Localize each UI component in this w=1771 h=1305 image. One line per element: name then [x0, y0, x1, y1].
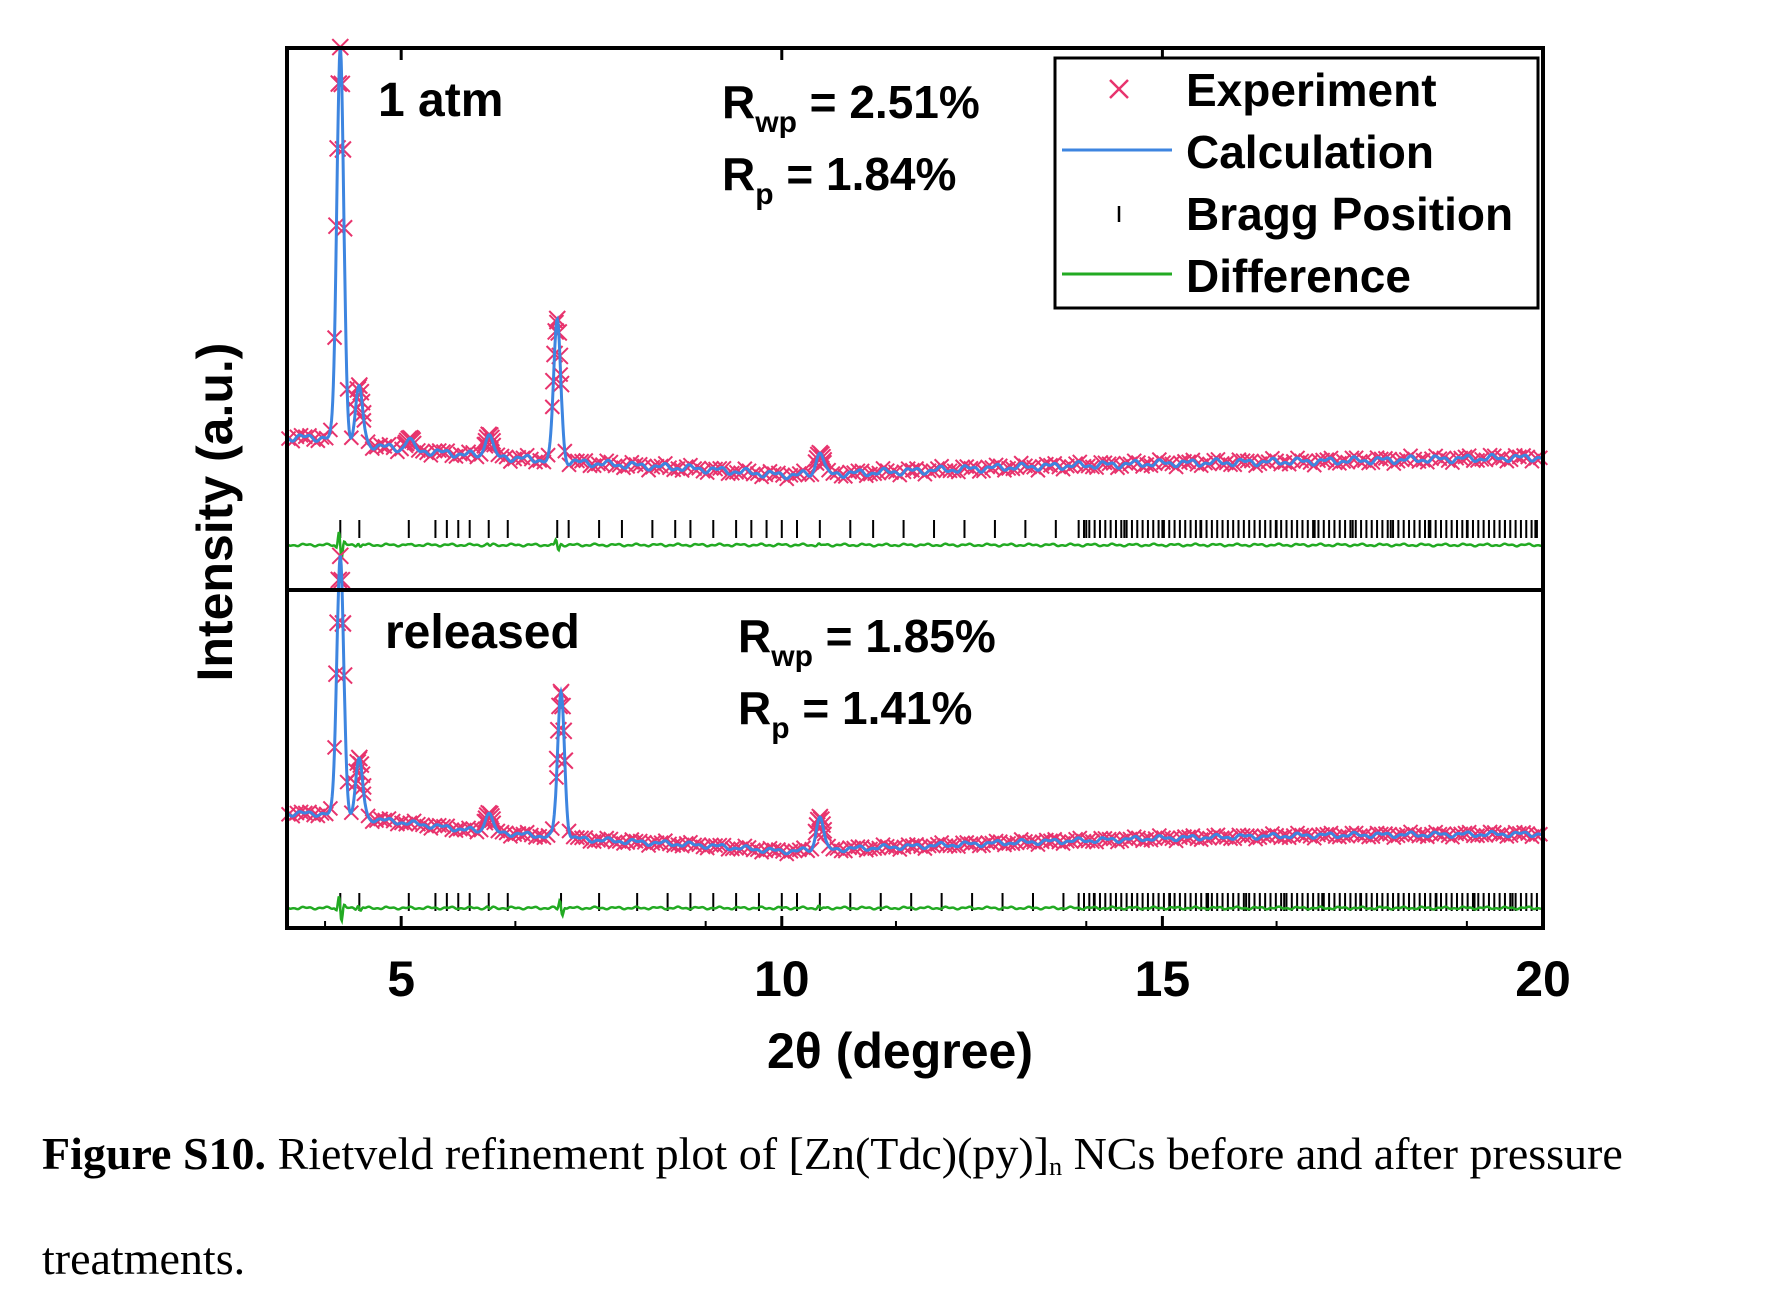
legend-experiment-marker — [1109, 79, 1129, 99]
legend-difference-label: Difference — [1186, 250, 1411, 302]
rietveld-figure: 5 10 15 20 2θ (degree) Intensity (a.u.) 1 a… — [187, 38, 1571, 1079]
caption-subscript: n — [1049, 1152, 1063, 1181]
difference-line — [286, 896, 1543, 925]
panel-released — [280, 547, 1549, 925]
legend-box — [1053, 56, 1540, 310]
plot-area — [280, 38, 1549, 925]
panel-1atm — [280, 38, 1549, 560]
x-tick-label: 5 — [387, 951, 415, 1007]
legend: Experiment Calculation Bragg Position Di… — [1053, 56, 1540, 310]
calculation-line — [286, 555, 1543, 856]
panel-label-released: released — [385, 606, 580, 659]
legend-calculation-label: Calculation — [1186, 126, 1434, 178]
rwp-subscript: wp — [754, 106, 797, 139]
y-axis-label: Intensity (a.u.) — [187, 343, 243, 682]
rp-annotation-released: Rp = 1.41% — [738, 682, 972, 745]
rp-subscript: p — [755, 178, 773, 211]
figure-caption: Figure S10. Rietveld refinement plot of … — [42, 1108, 1742, 1305]
rp-subscript: p — [771, 712, 789, 745]
rp-annotation-1atm: Rp = 1.84% — [722, 148, 956, 211]
rwp-annotation-1atm: Rwp = 2.51% — [722, 76, 980, 139]
legend-bragg-label: Bragg Position — [1186, 188, 1513, 240]
x-axis-label: 2θ (degree) — [767, 1023, 1033, 1079]
calculation-line — [286, 46, 1543, 481]
difference-line — [286, 531, 1543, 560]
x-axis: 5 10 15 20 — [324, 48, 1571, 1007]
caption-text: Rietveld refinement plot of [Zn(Tdc)(py)… — [266, 1128, 1050, 1179]
rwp-subscript: wp — [770, 640, 813, 673]
x-tick-label: 20 — [1515, 951, 1571, 1007]
panel-label-1atm: 1 atm — [378, 74, 503, 127]
x-tick-label: 15 — [1135, 951, 1191, 1007]
legend-experiment-label: Experiment — [1186, 64, 1437, 116]
rwp-annotation-released: Rwp = 1.85% — [738, 610, 996, 673]
x-tick-label: 10 — [754, 951, 810, 1007]
plot-frame — [285, 46, 1545, 930]
caption-figure-number: Figure S10. — [42, 1128, 267, 1179]
bragg-positions — [339, 520, 1538, 538]
